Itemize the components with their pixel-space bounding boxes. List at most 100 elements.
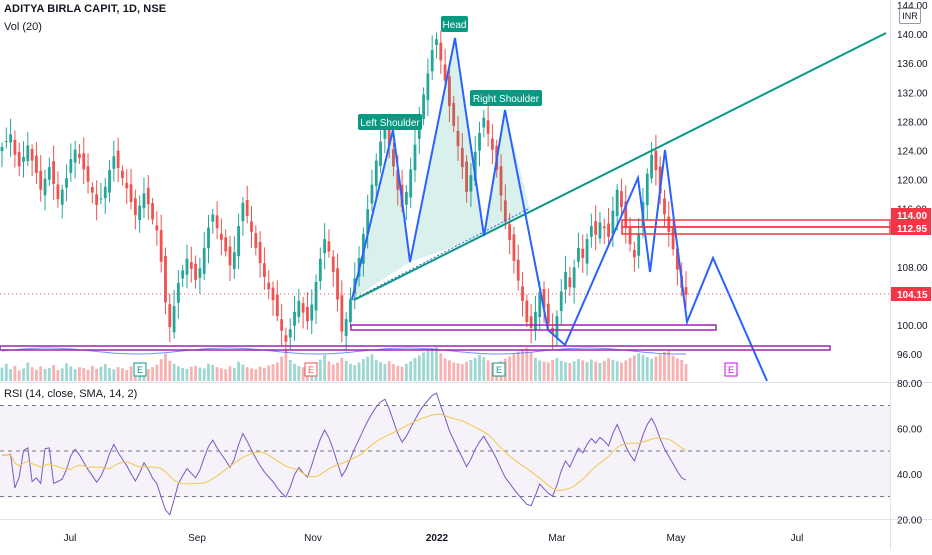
candle-body: [491, 138, 494, 150]
volume-bar: [254, 369, 258, 381]
volume-bar: [69, 366, 73, 381]
candle-body: [460, 147, 464, 168]
volume-bar: [460, 364, 464, 381]
volume-bar: [465, 361, 469, 381]
volume-bar: [4, 363, 8, 381]
volume-bar: [400, 366, 404, 381]
volume-bar: [374, 360, 378, 381]
volume-bar: [121, 368, 124, 381]
resistance-zone-lower: [621, 226, 891, 235]
candle-body: [323, 239, 327, 254]
volume-bar: [353, 365, 357, 381]
volume-bar: [456, 363, 460, 381]
candle-body: [275, 294, 279, 317]
candle-body: [482, 117, 486, 128]
candle-body: [47, 167, 51, 180]
candle-body: [103, 186, 107, 199]
candle-body: [396, 170, 400, 190]
volume-bar: [684, 364, 688, 381]
volume-bar: [615, 361, 619, 381]
candle-body: [56, 184, 60, 200]
volume-bar: [30, 367, 34, 381]
volume-bar: [443, 358, 447, 381]
candle-body: [469, 175, 473, 192]
right-shoulder-area: [484, 110, 530, 236]
volume-bar: [336, 362, 339, 381]
time-tick-label: Nov: [304, 533, 322, 544]
volume-bar: [258, 366, 262, 381]
candle-body: [211, 214, 215, 222]
symbol-title[interactable]: ADITYA BIRLA CAPIT, 1D, NSE: [4, 3, 167, 15]
currency-scale-button[interactable]: INR: [899, 8, 921, 24]
price-tick-label: 144.00: [897, 1, 928, 12]
time-tick-label: Jul: [64, 533, 77, 544]
volume-bar: [581, 360, 585, 381]
volume-bar: [675, 358, 679, 381]
volume-bar: [198, 367, 202, 381]
candle-body: [254, 233, 258, 248]
earnings-marker-label: E: [308, 365, 314, 375]
volume-bar: [65, 363, 68, 381]
volume-bar: [159, 359, 163, 381]
price-tick-label: 128.00: [897, 117, 928, 128]
candle-body: [4, 140, 8, 142]
left-shoulder-area: [352, 130, 410, 299]
volume-bar: [318, 359, 322, 381]
candle-body: [250, 221, 253, 232]
volume-bar: [508, 356, 512, 381]
volume-bar: [207, 363, 210, 381]
volume-bar: [172, 363, 176, 381]
candle-body: [684, 287, 688, 295]
volume-bar: [181, 367, 185, 381]
volume-bar: [86, 369, 90, 381]
candle-body: [271, 287, 275, 301]
support-zone-upper: [350, 324, 717, 331]
volume-bar: [323, 354, 327, 381]
candle-body: [546, 303, 550, 324]
candle-body: [116, 150, 120, 168]
volume-bar: [0, 367, 4, 381]
volume-bar: [357, 362, 361, 381]
price-tick-label: 120.00: [897, 176, 928, 187]
volume-bar: [17, 370, 21, 381]
volume-bar: [13, 365, 17, 381]
candle-body: [297, 300, 301, 317]
volume-bar: [250, 368, 253, 381]
candle-body: [99, 198, 103, 200]
candle-body: [435, 39, 438, 45]
price-tick-label: 136.00: [897, 59, 928, 70]
candle-body: [293, 311, 296, 326]
candle-body: [9, 134, 13, 143]
candle-body: [78, 153, 81, 158]
candle-body: [263, 263, 266, 277]
rsi-indicator-label[interactable]: RSI (14, close, SMA, 14, 2): [4, 388, 138, 400]
volume-bar: [60, 368, 64, 381]
volume-indicator-label[interactable]: Vol (20): [4, 21, 42, 33]
candle-body: [13, 139, 17, 155]
volume-bar: [263, 367, 266, 381]
volume-bar: [654, 356, 658, 381]
volume-bar: [447, 360, 451, 381]
volume-bar: [546, 362, 550, 381]
candle-body: [194, 263, 197, 280]
candle-body: [172, 306, 176, 333]
rsi-tick-label: 60.00: [897, 424, 922, 435]
volume-bar: [452, 362, 456, 381]
volume-bar: [245, 367, 249, 381]
volume-bar: [589, 359, 593, 381]
time-tick-label: May: [667, 533, 686, 544]
candle-body: [185, 258, 189, 275]
candle-body: [404, 191, 408, 205]
pattern-annotation-label: Head: [443, 20, 467, 31]
volume-bar: [349, 363, 352, 381]
volume-bar: [404, 363, 408, 381]
rsi-tick-label: 20.00: [897, 515, 922, 526]
candle-body: [383, 130, 387, 139]
volume-bar: [108, 367, 111, 381]
volume-bar: [219, 368, 223, 381]
volume-bar: [99, 366, 103, 381]
candle-body: [422, 94, 425, 120]
volume-bar: [9, 369, 13, 381]
volume-bar: [594, 361, 598, 381]
